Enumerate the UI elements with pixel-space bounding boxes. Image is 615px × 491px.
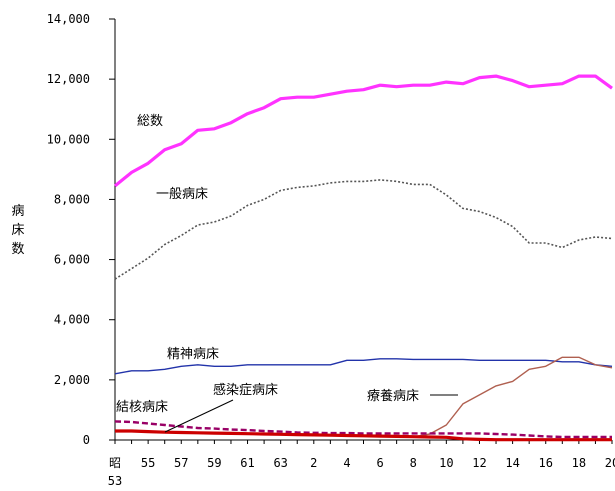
x-tick-label: 10 — [439, 456, 453, 470]
x-axis: 昭 55 57 59 61 63 2 4 6 8 10 12 14 16 18 20 53 — [108, 439, 615, 488]
x-tick-label: 12 — [472, 456, 486, 470]
y-axis-label-char: 床 — [11, 223, 24, 238]
x-tick-label: 63 — [273, 456, 287, 470]
series-lines — [113, 74, 613, 442]
y-tick-label: 6,000 — [54, 253, 90, 267]
x-tick-label: 14 — [505, 456, 519, 470]
x-tick-label: 61 — [240, 456, 254, 470]
y-axis-label-char: 病 — [11, 204, 24, 219]
series-label: 結核病床 — [116, 400, 168, 415]
x-tick-label: 57 — [174, 456, 188, 470]
x-tick-label: 昭 — [109, 456, 121, 470]
series-line — [114, 420, 612, 439]
series-label: 精神病床 — [167, 347, 219, 362]
y-tick-label: 10,000 — [47, 132, 90, 146]
y-tick-label: 0 — [83, 433, 90, 447]
series-line — [113, 74, 613, 188]
x-tick-label: 18 — [572, 456, 586, 470]
x-tick-label: 6 — [376, 456, 383, 470]
y-axis: 0 2,000 4,000 6,000 8,000 10,000 12,000 14,000 — [47, 12, 116, 447]
y-axis-label: 病床数 — [11, 204, 24, 257]
series-label: 療養病床 — [367, 388, 419, 404]
x-tick-label: 8 — [410, 456, 417, 470]
x-tick-label: 59 — [207, 456, 221, 470]
x-tick-label: 2 — [310, 456, 317, 470]
x-tick-label: 4 — [343, 456, 350, 470]
x-tick-label: 20 — [605, 456, 615, 470]
series-line — [114, 358, 613, 375]
series-label: 一般病床 — [156, 186, 208, 202]
x-tick-sublabel: 53 — [108, 474, 122, 488]
y-tick-label: 2,000 — [54, 373, 90, 387]
series-line — [114, 179, 613, 280]
y-tick-label: 14,000 — [47, 12, 90, 26]
y-axis-label-char: 数 — [11, 242, 24, 257]
x-tick-label: 55 — [141, 456, 155, 470]
y-tick-label: 8,000 — [54, 192, 90, 206]
series-label: 総数 — [137, 114, 163, 129]
series-line — [115, 429, 612, 442]
series-label: 感染症病床 — [213, 382, 278, 398]
label-leader-line — [164, 399, 234, 433]
series-line — [413, 356, 613, 438]
x-tick-label: 16 — [539, 456, 553, 470]
y-tick-label: 12,000 — [47, 72, 90, 86]
y-tick-label: 4,000 — [54, 313, 90, 327]
